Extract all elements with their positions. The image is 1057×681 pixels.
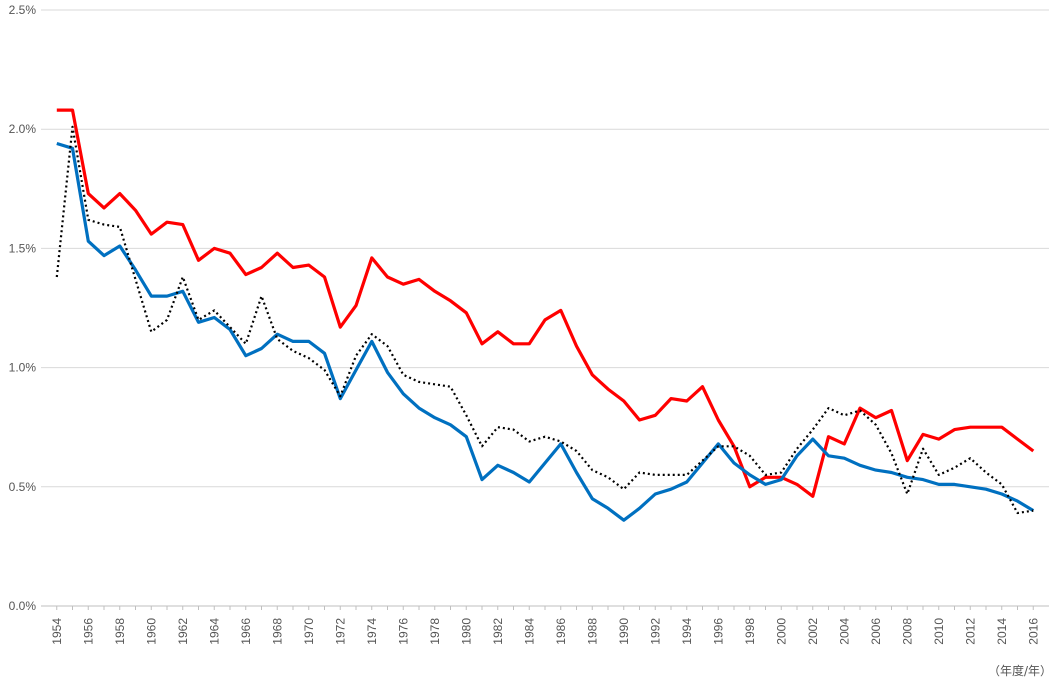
x-tick-label: 1982 [491,618,505,645]
x-tick-label: 2006 [869,618,883,645]
x-tick-label: 1980 [459,618,473,645]
y-axis-tick-labels: 0.0% 0.5% 1.0% 1.5% 2.0% 2.5% [9,3,37,613]
x-tick-label: 2010 [932,618,946,645]
x-tick-label: 1972 [333,618,347,645]
x-tick-label: 1956 [81,618,95,645]
x-tick-label: 1994 [680,618,694,645]
x-axis-unit-label: （年度/年） [988,663,1052,678]
y-tick-label: 0.5% [9,480,37,494]
x-tick-label: 1958 [113,618,127,645]
y-tick-label: 1.5% [9,241,37,255]
x-tick-label: 2008 [900,618,914,645]
x-tick-label: 2016 [1026,618,1040,645]
x-tick-label: 1990 [617,618,631,645]
y-tick-label: 2.0% [9,122,37,136]
x-tick-label: 1964 [207,618,221,645]
x-tick-label: 1978 [428,618,442,645]
x-tick-label: 1988 [585,618,599,645]
x-tick-label: 1992 [648,618,662,645]
x-axis-tick-labels: 1954 1956 1958 1960 1962 1964 1966 1968 1970 1972… [50,606,1040,645]
series-line-2 [56,141,1035,522]
x-tick-label: 1954 [50,618,64,645]
x-tick-label: 1996 [711,618,725,645]
x-tick-label: 1966 [239,618,253,645]
x-tick-label: 1960 [144,618,158,645]
x-tick-label: 1986 [554,618,568,645]
series-line-1 [56,108,1035,498]
series-lines [55,108,1035,522]
x-tick-label: 2004 [837,618,851,645]
x-tick-label: 1962 [176,618,190,645]
y-tick-label: 1.0% [9,361,37,375]
x-tick-label: 1968 [270,618,284,645]
x-tick-label: 2000 [774,618,788,645]
y-tick-label: 2.5% [9,3,37,17]
series-line-3 [55,125,1034,515]
x-tick-label: 2014 [995,618,1009,645]
y-tick-label: 0.0% [9,599,37,613]
x-tick-label: 2002 [806,618,820,645]
x-tick-label: 1998 [743,618,757,645]
x-tick-label: 1970 [302,618,316,645]
x-tick-label: 2012 [963,618,977,645]
x-tick-label: 1974 [365,618,379,645]
gridlines [41,9,1049,607]
x-tick-label: 1984 [522,618,536,645]
x-tick-label: 1976 [396,618,410,645]
